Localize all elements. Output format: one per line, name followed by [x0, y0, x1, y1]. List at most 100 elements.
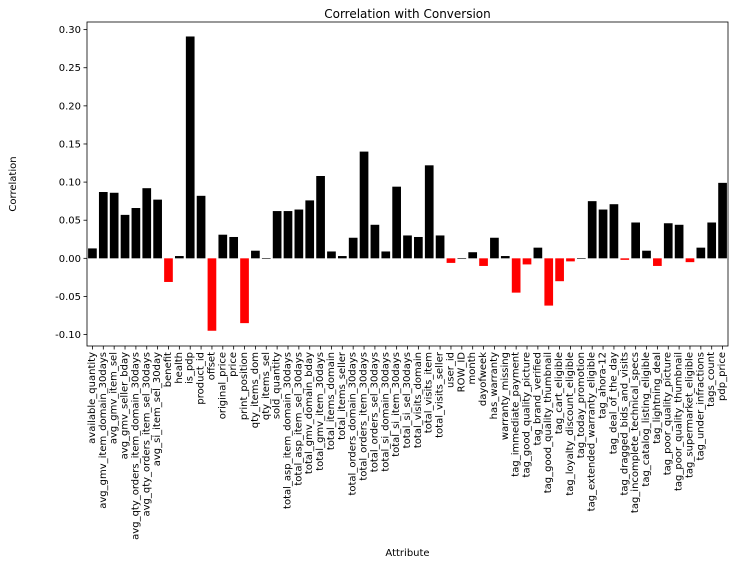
bar-print_position [240, 258, 249, 324]
x-tick-label: product_id [196, 352, 207, 405]
bar-tag_extended_warranty_eligible [587, 201, 597, 259]
x-axis-ticks: available_quantity avg_gmv_item_domain_30… [87, 346, 728, 540]
bar-tag_deal_of_the_day [609, 204, 619, 259]
x-axis-title: Attribute [385, 548, 429, 559]
x-tick-label: tag_under_infractions [695, 352, 706, 460]
x-tick-label: tag_poor_quality_thumbnail [674, 352, 685, 491]
bar-sold_quantity [272, 211, 282, 259]
x-tick-label: available_quantity [87, 352, 98, 444]
x-tick-label: tag_cart_eligible [554, 352, 565, 434]
bar-month [468, 252, 478, 259]
bar-ROW_ID [457, 258, 467, 259]
x-tick-label: print_position [239, 352, 250, 420]
x-tick-label: month [467, 352, 478, 384]
bar-tag_dragged_bids_and_visits [620, 258, 630, 260]
x-tick-label: avg_qty_orders_item_sel_30days [141, 352, 152, 517]
x-tick-label: tag_poor_quality_picture [663, 352, 674, 475]
x-tick-label: ROW_ID [456, 352, 467, 393]
x-tick-label: total_si_domain_30days [380, 352, 391, 472]
bar-total_orders_domain_30days [348, 237, 358, 259]
y-tick-label: 0.10 [59, 178, 81, 189]
bar-total_si_item_30days [392, 186, 401, 259]
x-tick-label: total_visits_item [424, 352, 435, 433]
x-tick-label: avg_si_item_sel_30day [152, 352, 163, 466]
x-tick-label: dayofweek [478, 352, 489, 406]
bar-avg_qty_orders_item_domain_30days [131, 208, 141, 259]
x-tick-label: total_si_item_30days [391, 352, 402, 457]
bar-total_items_seller [337, 256, 347, 259]
x-tick-label: avg_gmv_item_domain_30days [98, 352, 109, 509]
x-tick-label: total_gmv_item_30days [315, 352, 326, 471]
bar-total_gmv_domain_bday [305, 200, 315, 259]
x-tick-label: benefit [163, 352, 174, 387]
x-tick-label: tag_ahora-12 [598, 352, 609, 419]
bars-group [88, 36, 727, 331]
bar-tag_good_quality_thumbnail [544, 258, 554, 306]
x-tick-label: tag_incomplete_technical_specs [630, 352, 641, 513]
bar-warranty_missing [500, 256, 510, 259]
bar-is_pdp [185, 36, 195, 259]
bar-tag_brand_verified [533, 247, 543, 259]
bar-product_id [196, 195, 206, 259]
x-tick-label: tag_extended_warranty_eligible [587, 352, 598, 511]
x-tick-label: total_visits_domain [413, 352, 424, 448]
x-tick-label: tag_immediate_payment [511, 352, 522, 477]
bar-tag_supermarket_eligible [685, 258, 695, 263]
x-tick-label: avg_gmv_item_sel [109, 352, 120, 444]
x-tick-label: user_id [445, 352, 456, 388]
plot-frame [86, 21, 729, 347]
x-tick-label: tag_dragged_bids_and_visits [619, 352, 630, 496]
bar-tag_immediate_payment [511, 258, 521, 293]
bar-total_si_sel_30days [403, 235, 412, 259]
y-tick-label: 0.05 [59, 216, 81, 227]
bar-total_si_domain_30days [381, 251, 391, 259]
bar-avg_gmv_seller_bday [120, 214, 130, 259]
x-tick-label: total_items_domain [326, 352, 337, 450]
bar-total_orders_item_30days [359, 151, 369, 259]
bar-tag_good_quality_picture [522, 258, 532, 265]
x-tick-label: tag_lightning_deal [652, 352, 663, 444]
bar-total_visits_domain [414, 236, 423, 259]
x-tick-label: qty_items_dom [250, 352, 261, 428]
bar-user_id [446, 258, 456, 263]
x-tick-label: tags_count [706, 352, 717, 407]
bar-dayofweek [479, 258, 488, 266]
bar-avg_si_item_sel_30day [153, 199, 162, 259]
y-tick-label: 0.30 [59, 25, 81, 36]
x-tick-label: price [228, 352, 239, 377]
x-tick-label: tag_good_quality_thumbnail [543, 352, 554, 493]
x-tick-label: original_price [217, 352, 228, 419]
x-tick-label: sold_quantity [272, 352, 283, 419]
x-tick-label: tag_loyalty_discount_eligible [565, 352, 576, 496]
x-tick-label: total_gmv_domain_bday [304, 352, 315, 474]
x-tick-label: has_warranty [489, 352, 500, 419]
y-axis-title: Correlation [8, 156, 19, 211]
y-tick-label: -0.10 [55, 330, 81, 341]
bar-tag_lightning_deal [653, 258, 662, 266]
bar-avg_gmv_item_sel [109, 192, 119, 259]
bar-tag_poor_quality_picture [663, 223, 673, 259]
bar-total_items_domain [327, 251, 336, 259]
bar-total_asp_item_domain_30days [283, 211, 293, 259]
bar-benefit [164, 258, 173, 282]
chart-title: Correlation with Conversion [324, 7, 491, 21]
x-tick-label: total_orders_sel_30days [369, 352, 380, 472]
x-tick-label: total_orders_domain_30days [348, 352, 359, 496]
bar-tag_today_promotion [576, 258, 586, 259]
y-tick-label: 0.20 [59, 101, 81, 112]
bar-total_asp_item_sel_30days [294, 209, 304, 259]
x-tick-label: pdp_price [717, 352, 728, 401]
bar-total_visits_item [424, 165, 434, 259]
bar-price [229, 236, 239, 259]
bar-avg_gmv_item_domain_30days [98, 192, 108, 259]
bar-original_price [218, 234, 228, 259]
x-tick-label: total_asp_item_domain_30days [282, 352, 293, 509]
bar-has_warranty [490, 237, 499, 259]
y-tick-label: 0.00 [59, 254, 81, 265]
x-tick-label: avg_gmv_seller_bday [120, 352, 131, 459]
x-tick-label: health [174, 352, 185, 384]
bar-tag_catalog_listing_eligible [642, 250, 651, 259]
x-tick-label: tag_deal_of_the_day [608, 352, 619, 454]
x-tick-label: tag_catalog_listing_eligible [641, 352, 652, 487]
x-tick-label: total_asp_item_sel_30days [293, 352, 304, 486]
